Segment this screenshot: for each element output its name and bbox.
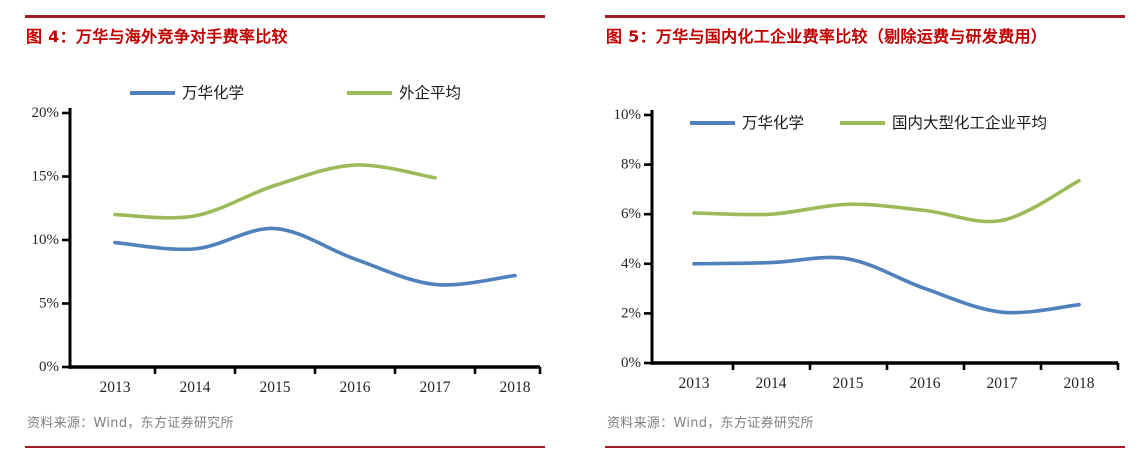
x-axis-label: 2013	[100, 379, 131, 396]
x-axis-label: 2016	[340, 379, 371, 396]
y-axis-label: 10%	[32, 232, 60, 248]
x-axis-label: 2015	[260, 379, 291, 396]
x-axis-label: 2016	[910, 375, 941, 392]
series-line-万华化学	[113, 226, 517, 287]
y-axis-label: 6%	[621, 206, 641, 222]
legend-label: 万华化学	[742, 114, 804, 132]
figure-4-top-divider	[25, 15, 545, 18]
x-axis-label: 2014	[180, 379, 211, 396]
y-axis-label: 2%	[621, 305, 641, 321]
y-axis-label: 15%	[32, 169, 60, 185]
figure-4-line-chart: 万华化学 外企平均 0% 5% 10% 15% 20% 2013 2014 2015 2016 201…	[32, 84, 542, 396]
figure-4-bottom-divider	[25, 446, 545, 448]
legend-label: 万华化学	[182, 84, 244, 102]
figure-4-panel: 图 4：万华与海外竞争对手费率比较 万华化学 外企平均 0% 5% 10% 15% 20% 2…	[25, 0, 545, 460]
x-axis-label: 2017	[420, 379, 451, 396]
y-axis-label: 0%	[39, 359, 59, 375]
legend-label: 国内大型化工企业平均	[892, 114, 1047, 132]
y-axis-label: 8%	[621, 157, 641, 173]
legend-label: 外企平均	[399, 84, 461, 102]
series-line-万华化学	[692, 255, 1081, 315]
y-axis-label: 0%	[621, 355, 641, 371]
x-axis-label: 2018	[1064, 375, 1095, 392]
x-axis-label: 2015	[833, 375, 864, 392]
figure-5-top-divider	[605, 15, 1125, 18]
x-axis-label: 2018	[500, 379, 531, 396]
figure-5-panel: 图 5：万华与国内化工企业费率比较（剔除运费与研发费用） 万华化学 国内大型化工企…	[605, 0, 1125, 460]
figure-5-bottom-divider	[605, 446, 1125, 448]
figure-4-source-note: 资料来源：Wind，东方证券研究所	[27, 416, 234, 431]
x-axis-label: 2017	[987, 375, 1018, 392]
y-axis-label: 5%	[39, 296, 59, 312]
y-axis-label: 4%	[621, 256, 641, 272]
y-axis-label: 10%	[614, 107, 642, 123]
figure-4-title: 图 4：万华与海外竞争对手费率比较	[26, 27, 288, 46]
figure-5-source-note: 资料来源：Wind，东方证券研究所	[607, 416, 814, 431]
y-axis-label: 20%	[32, 105, 60, 121]
x-axis-label: 2013	[679, 375, 710, 392]
series-line-外企平均	[113, 163, 437, 220]
series-line-国内大型化工企业平均	[692, 178, 1081, 224]
figure-5-line-chart: 万华化学 国内大型化工企业平均 0% 2% 4% 6% 8% 10% 2013 2014 2015 2…	[614, 107, 1120, 392]
x-axis-label: 2014	[756, 375, 787, 392]
figure-5-title: 图 5：万华与国内化工企业费率比较（剔除运费与研发费用）	[606, 27, 1048, 46]
